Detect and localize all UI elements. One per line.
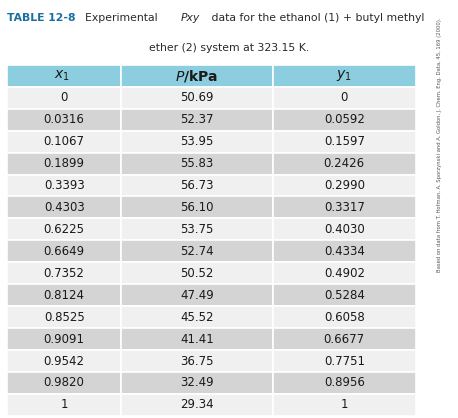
Text: 1: 1 [341, 398, 348, 411]
Text: 0.8124: 0.8124 [44, 289, 85, 302]
Text: 0.6225: 0.6225 [44, 223, 85, 236]
Text: 0.2990: 0.2990 [324, 179, 365, 192]
Text: 0.7352: 0.7352 [44, 267, 85, 280]
Text: 52.37: 52.37 [180, 113, 214, 126]
Text: 36.75: 36.75 [180, 354, 214, 367]
Text: 0.3317: 0.3317 [324, 201, 365, 214]
Text: 0.1899: 0.1899 [44, 157, 85, 170]
Text: 47.49: 47.49 [180, 289, 214, 302]
Text: Based on data from T. Hofman, A. Sporzynski and A. Goldon, J. Chem. Eng. Data, 4: Based on data from T. Hofman, A. Sporzyn… [437, 17, 442, 272]
Text: 29.34: 29.34 [180, 398, 214, 411]
Text: 0.8956: 0.8956 [324, 377, 365, 390]
Text: 50.52: 50.52 [180, 267, 214, 280]
Text: 0.9091: 0.9091 [44, 333, 85, 346]
Text: 32.49: 32.49 [180, 377, 214, 390]
Text: 0.5284: 0.5284 [324, 289, 365, 302]
Text: 50.69: 50.69 [180, 91, 214, 104]
Text: Pxy: Pxy [181, 13, 200, 23]
Text: ether (2) system at 323.15 K.: ether (2) system at 323.15 K. [149, 43, 309, 53]
Text: 0.9820: 0.9820 [44, 377, 85, 390]
Text: 0.4030: 0.4030 [324, 223, 365, 236]
Text: 0: 0 [60, 91, 68, 104]
Text: $\mathit{x}_1$: $\mathit{x}_1$ [54, 69, 70, 83]
Text: 0.4334: 0.4334 [324, 245, 365, 258]
Text: 41.41: 41.41 [180, 333, 214, 346]
Text: TABLE 12-8: TABLE 12-8 [7, 13, 76, 23]
Text: 53.95: 53.95 [180, 135, 214, 148]
Text: 56.10: 56.10 [180, 201, 214, 214]
Text: 52.74: 52.74 [180, 245, 214, 258]
Text: 0.6058: 0.6058 [324, 311, 365, 324]
Text: 55.83: 55.83 [180, 157, 214, 170]
Text: 0.3393: 0.3393 [44, 179, 85, 192]
Text: 0.9542: 0.9542 [44, 354, 85, 367]
Text: $\mathit{y}_1$: $\mathit{y}_1$ [336, 68, 352, 83]
Text: 0.4902: 0.4902 [324, 267, 365, 280]
Text: 0.6649: 0.6649 [44, 245, 85, 258]
Text: 53.75: 53.75 [180, 223, 214, 236]
Text: 0.6677: 0.6677 [324, 333, 365, 346]
Text: 1: 1 [60, 398, 68, 411]
Text: 0.2426: 0.2426 [324, 157, 365, 170]
Text: $\mathit{P}$/kPa: $\mathit{P}$/kPa [175, 68, 218, 84]
Text: 0.8525: 0.8525 [44, 311, 85, 324]
Text: 0.0316: 0.0316 [44, 113, 85, 126]
Text: 45.52: 45.52 [180, 311, 214, 324]
Text: 0.4303: 0.4303 [44, 201, 85, 214]
Text: 0.0592: 0.0592 [324, 113, 365, 126]
Text: 56.73: 56.73 [180, 179, 214, 192]
Text: data for the ethanol (1) + butyl methyl: data for the ethanol (1) + butyl methyl [208, 13, 425, 23]
Text: 0: 0 [341, 91, 348, 104]
Text: 0.1067: 0.1067 [44, 135, 85, 148]
Text: 0.7751: 0.7751 [324, 354, 365, 367]
Text: Experimental: Experimental [85, 13, 161, 23]
Text: 0.1597: 0.1597 [324, 135, 365, 148]
